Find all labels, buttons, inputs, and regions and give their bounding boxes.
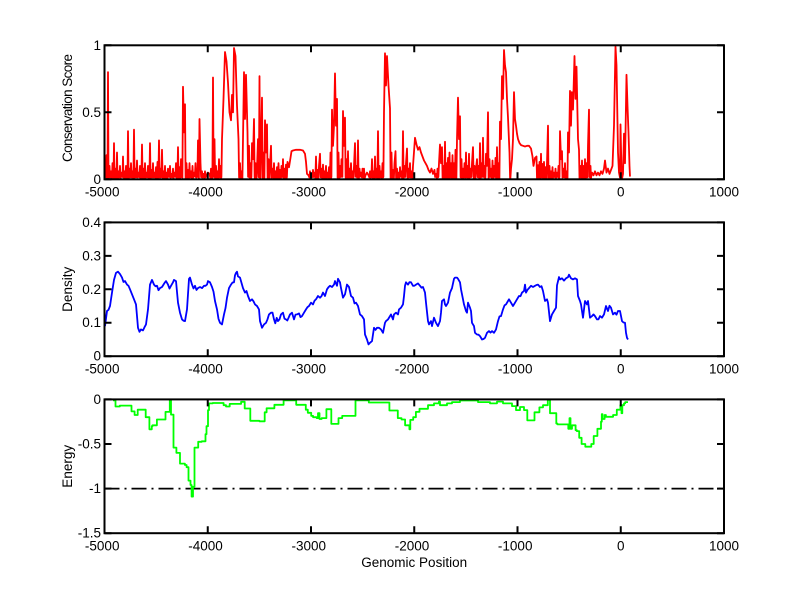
svg-text:-3000: -3000 — [292, 539, 327, 554]
svg-text:-5000: -5000 — [85, 539, 120, 554]
svg-text:-0.5: -0.5 — [78, 437, 101, 452]
svg-text:-5000: -5000 — [85, 185, 120, 200]
svg-text:Genomic Position: Genomic Position — [361, 555, 467, 570]
svg-text:1000: 1000 — [709, 185, 739, 200]
svg-text:0.3: 0.3 — [82, 248, 101, 263]
svg-text:0.1: 0.1 — [82, 315, 101, 330]
svg-text:1: 1 — [93, 38, 101, 53]
svg-text:0.4: 0.4 — [82, 215, 101, 230]
svg-text:0: 0 — [617, 185, 625, 200]
svg-text:-2000: -2000 — [395, 539, 430, 554]
svg-text:-2000: -2000 — [395, 185, 430, 200]
svg-text:-1000: -1000 — [498, 539, 533, 554]
svg-text:-4000: -4000 — [188, 539, 223, 554]
svg-text:-4000: -4000 — [188, 362, 223, 377]
svg-text:0: 0 — [93, 349, 101, 364]
svg-text:0: 0 — [617, 539, 625, 554]
svg-text:Energy: Energy — [60, 445, 75, 488]
svg-text:-2000: -2000 — [395, 362, 430, 377]
svg-text:Conservation Score: Conservation Score — [60, 54, 75, 162]
svg-text:-1000: -1000 — [498, 362, 533, 377]
svg-text:1000: 1000 — [709, 362, 739, 377]
svg-text:-3000: -3000 — [292, 362, 327, 377]
svg-text:-4000: -4000 — [188, 185, 223, 200]
svg-text:1000: 1000 — [709, 539, 739, 554]
svg-text:0: 0 — [93, 172, 101, 187]
svg-text:-1000: -1000 — [498, 185, 533, 200]
svg-text:-1: -1 — [89, 481, 101, 496]
svg-text:-5000: -5000 — [85, 362, 120, 377]
svg-text:-1.5: -1.5 — [78, 526, 101, 541]
svg-text:-3000: -3000 — [292, 185, 327, 200]
svg-text:0.5: 0.5 — [82, 105, 101, 120]
svg-text:0.2: 0.2 — [82, 282, 101, 297]
svg-text:0: 0 — [93, 392, 101, 407]
svg-text:Density: Density — [60, 267, 75, 312]
svg-text:0: 0 — [617, 362, 625, 377]
